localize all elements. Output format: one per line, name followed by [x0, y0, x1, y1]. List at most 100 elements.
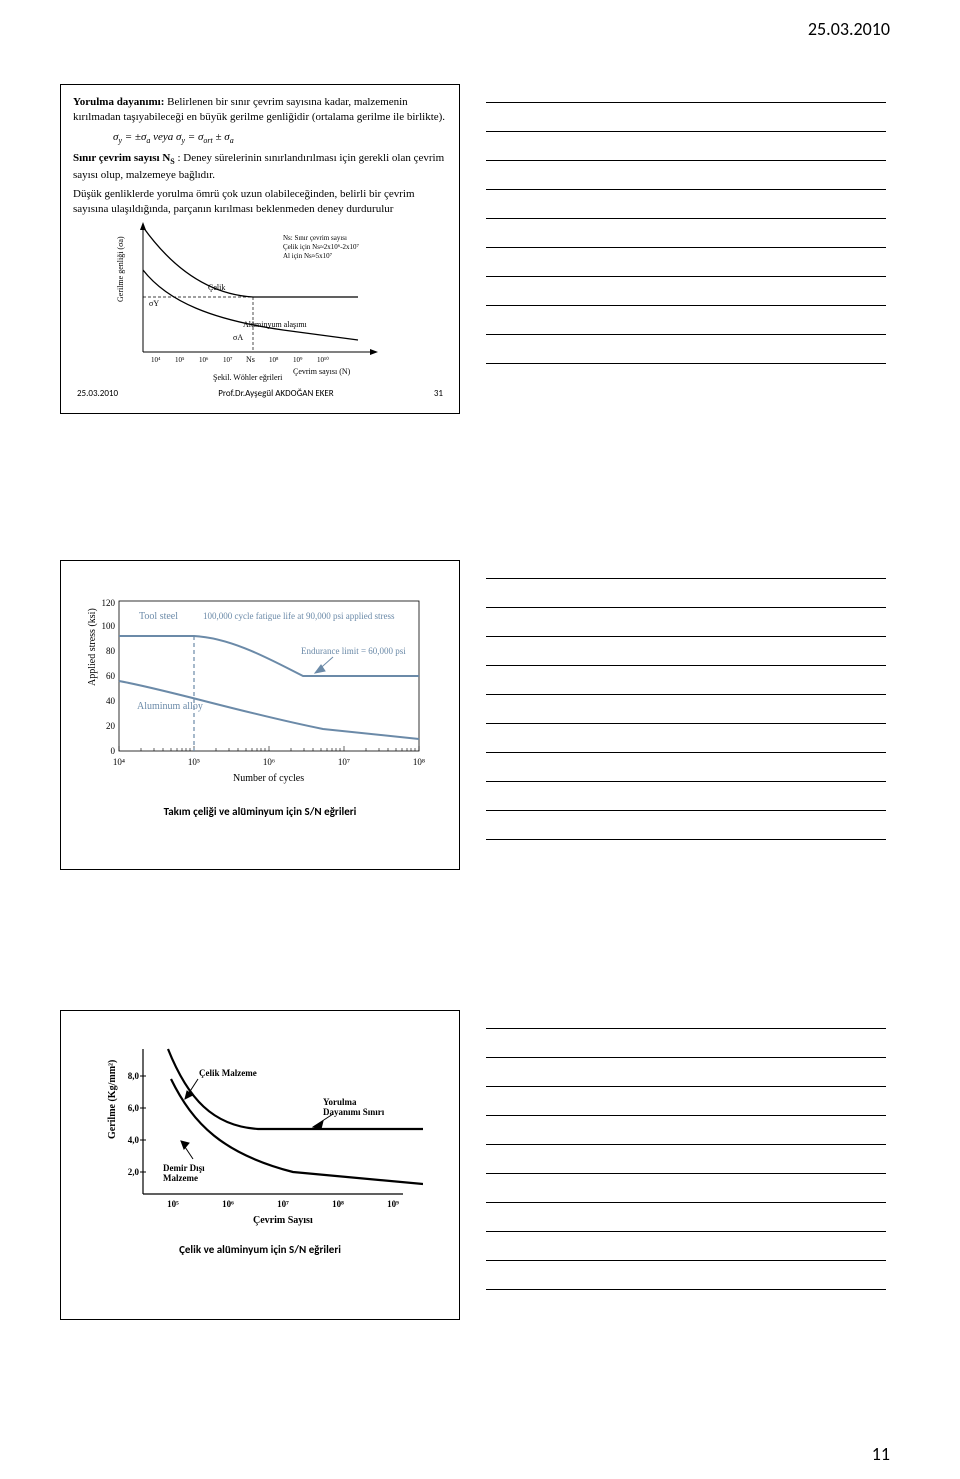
svg-text:100: 100	[102, 621, 116, 631]
svg-text:10⁷: 10⁷	[277, 1199, 289, 1209]
xticks: 10⁴ 10⁵ 10⁶ 10⁷ 10⁸ 10⁹ 10¹⁰	[151, 356, 329, 364]
s3-limit-label: YorulmaDayanımı Sınırı	[323, 1097, 385, 1117]
note-line	[486, 1115, 886, 1116]
svg-text:10⁴: 10⁴	[113, 757, 125, 767]
svg-text:Al için Ns≈5x10⁷: Al için Ns≈5x10⁷	[283, 252, 333, 260]
sigma-a: σA	[233, 333, 243, 342]
xlabel: Çevrim sayısı (N)	[293, 367, 351, 376]
wohler-chart-svg: Çelik Alüminyum alaşımı σY σA Ns 10⁴ 10⁵…	[113, 222, 413, 382]
slide1-body1: Sınır çevrim sayısı NS : Deney sürelerin…	[73, 151, 447, 183]
svg-text:10⁴: 10⁴	[151, 356, 161, 364]
note-line	[486, 781, 886, 782]
sn-chart3-svg: 2,0 4,0 6,0 8,0 10⁵ 10⁶ 10⁷ 10⁸ 10⁹	[103, 1039, 423, 1229]
svg-text:6,0: 6,0	[128, 1103, 140, 1113]
note-line	[486, 1144, 886, 1145]
header-date: 25.03.2010	[808, 18, 890, 40]
s3-steel	[168, 1049, 423, 1129]
s3-ylabel: Gerilme (Kg/mm²)	[107, 1060, 118, 1139]
slide2-chart: 0 20 40 60 80 100 120	[83, 591, 457, 791]
svg-text:10¹⁰: 10¹⁰	[317, 356, 329, 364]
svg-text:80: 80	[106, 646, 116, 656]
row-1: Yorulma dayanımı: Belirlenen bir sınır ç…	[60, 84, 900, 414]
s2-tool: Tool steel	[139, 611, 178, 622]
s2-arrow	[315, 657, 333, 673]
note-line	[486, 189, 886, 190]
xticks3: 10⁵ 10⁶ 10⁷ 10⁸ 10⁹	[167, 1199, 399, 1209]
note-line	[486, 218, 886, 219]
s2-life1: 100,000 cycle fatigue life at 90,000 psi…	[203, 611, 395, 621]
tool-steel-line	[119, 636, 419, 676]
svg-text:10⁸: 10⁸	[332, 1199, 344, 1209]
note-line	[486, 810, 886, 811]
sigma-y: σY	[149, 299, 159, 308]
note-line	[486, 1289, 886, 1290]
note-line	[486, 607, 886, 608]
row-3: 2,0 4,0 6,0 8,0 10⁵ 10⁶ 10⁷ 10⁸ 10⁹	[60, 1010, 900, 1320]
svg-text:10⁶: 10⁶	[263, 757, 275, 767]
slide-2: 0 20 40 60 80 100 120	[60, 560, 460, 870]
svg-text:10⁹: 10⁹	[293, 356, 303, 364]
note-line	[486, 1173, 886, 1174]
s2-dash	[119, 636, 194, 751]
svg-text:10⁵: 10⁵	[188, 757, 200, 767]
svg-text:40: 40	[106, 696, 116, 706]
note-line	[486, 1028, 886, 1029]
slide1-formula: σy = ±σa veya σy = σort ± σa	[113, 131, 447, 145]
slide1-body2: Düşük genliklerde yorulma ömrü çok uzun …	[73, 187, 447, 217]
svg-text:10⁹: 10⁹	[387, 1199, 399, 1209]
note-line	[486, 636, 886, 637]
note-line	[486, 752, 886, 753]
slide3-chart: 2,0 4,0 6,0 8,0 10⁵ 10⁶ 10⁷ 10⁸ 10⁹	[103, 1039, 477, 1229]
note-line	[486, 363, 886, 364]
note-line	[486, 578, 886, 579]
xticks2: 10⁴ 10⁵ 10⁶ 10⁷ 10⁸	[113, 757, 425, 767]
slide1-footer-author: Prof.Dr.Ayşegül AKDOĞAN EKER	[218, 388, 333, 399]
slide-3: 2,0 4,0 6,0 8,0 10⁵ 10⁶ 10⁷ 10⁸ 10⁹	[60, 1010, 460, 1320]
note-line	[486, 1086, 886, 1087]
svg-text:10⁵: 10⁵	[167, 1199, 179, 1209]
chart-caption: Şekil. Wöhler eğrileri	[213, 373, 283, 382]
ns-label: Ns	[246, 355, 255, 364]
svg-text:4,0: 4,0	[128, 1135, 140, 1145]
svg-text:10⁶: 10⁶	[199, 356, 209, 364]
al-label: Alüminyum alaşımı	[243, 320, 308, 329]
svg-text:10⁸: 10⁸	[269, 356, 279, 364]
s2-end: Endurance limit = 60,000 psi	[301, 646, 406, 656]
note-line	[486, 1260, 886, 1261]
xticks-minor	[119, 746, 419, 751]
note-line	[486, 839, 886, 840]
s3-nonfe	[171, 1079, 423, 1184]
al-curve	[143, 270, 358, 340]
svg-text:10⁸: 10⁸	[413, 757, 425, 767]
slide1-chart: Çelik Alüminyum alaşımı σY σA Ns 10⁴ 10⁵…	[113, 222, 487, 382]
note-line	[486, 723, 886, 724]
s3-steel-label: Çelik Malzeme	[199, 1068, 257, 1078]
svg-text:Çelik için Ns≈2x10⁶-2x10⁷: Çelik için Ns≈2x10⁶-2x10⁷	[283, 243, 360, 251]
row-2: 0 20 40 60 80 100 120	[60, 560, 900, 870]
notes-1	[486, 84, 886, 414]
slide-1: Yorulma dayanımı: Belirlenen bir sınır ç…	[60, 84, 460, 414]
svg-text:60: 60	[106, 671, 116, 681]
notes-2	[486, 560, 886, 870]
slide3-caption: Çelik ve alüminyum için S/N eğrileri	[73, 1243, 447, 1256]
note-line	[486, 1202, 886, 1203]
svg-text:0: 0	[111, 746, 116, 756]
note-line	[486, 276, 886, 277]
svg-text:8,0: 8,0	[128, 1071, 140, 1081]
slide1-title: Yorulma dayanımı: Belirlenen bir sınır ç…	[73, 95, 447, 125]
note-line	[486, 160, 886, 161]
note-line	[486, 334, 886, 335]
s2-ylabel: Applied stress (ksi)	[87, 608, 98, 686]
ylabel: Gerilme genliği (σa)	[116, 236, 125, 302]
note-line	[486, 1057, 886, 1058]
s3-nonfe-label: Demir DışıMalzeme	[163, 1163, 205, 1183]
footer-page: 11	[872, 1443, 890, 1465]
yticks2: 0 20 40 60 80 100 120	[102, 598, 116, 756]
note-line	[486, 131, 886, 132]
slide1-body1-bold: Sınır çevrim sayısı N	[73, 152, 170, 164]
note-line	[486, 247, 886, 248]
svg-text:10⁷: 10⁷	[338, 757, 350, 767]
note-line	[486, 694, 886, 695]
s2-xlabel: Number of cycles	[233, 773, 304, 784]
slide1-footer-num: 31	[434, 388, 443, 399]
